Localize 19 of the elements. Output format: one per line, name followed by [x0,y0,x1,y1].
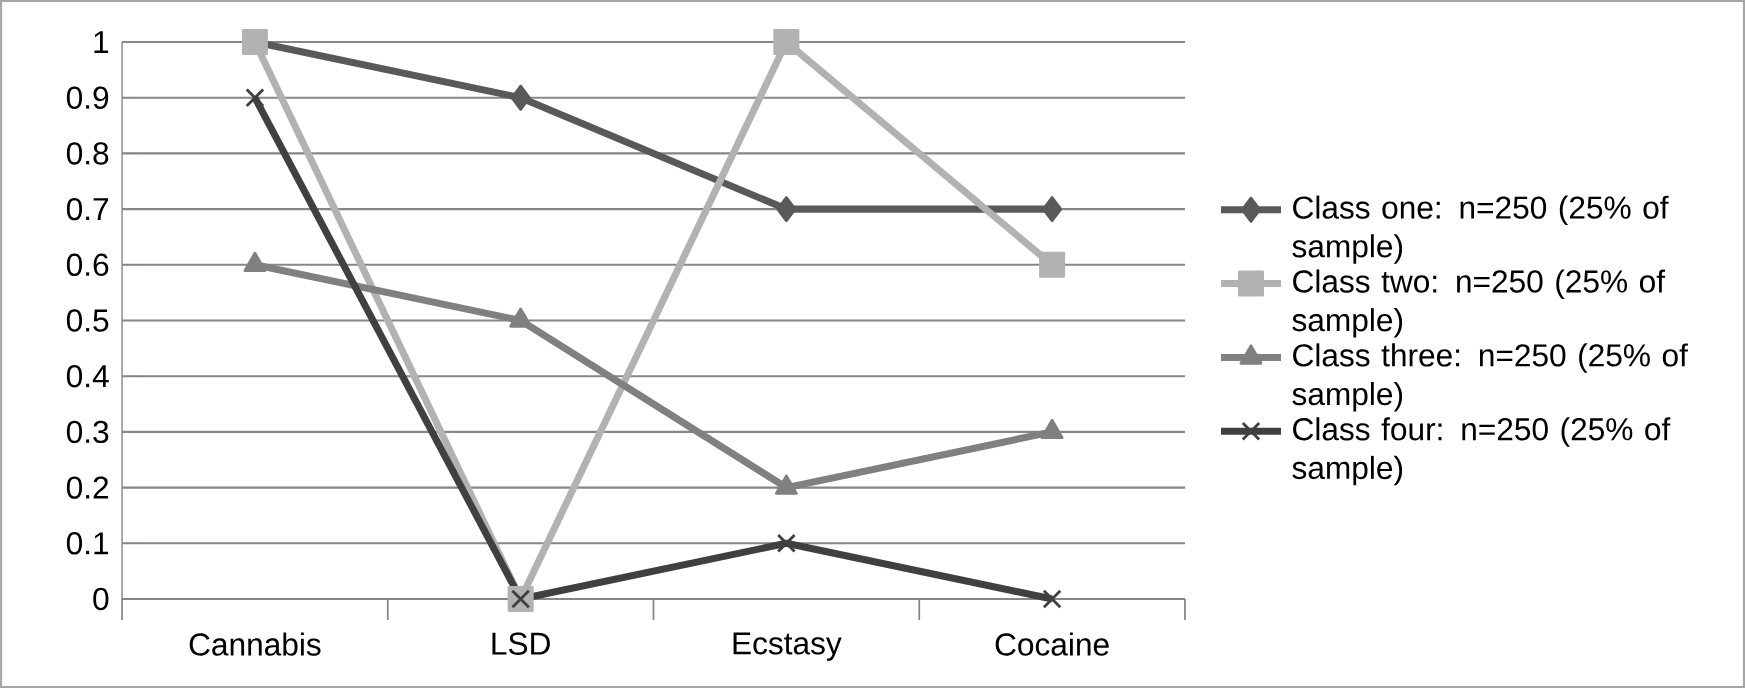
x-tick-label: Cannabis [189,632,321,656]
y-tick-label: 0.3 [66,420,109,444]
x-tick-label: Ecstasy [733,632,842,661]
x-tick-label: LSD [492,632,550,655]
y-tick-label: 0 [93,587,109,611]
legend-label: Class four: n=250 (25% of sample) [1292,417,1671,486]
y-tick-label: 1 [94,31,109,53]
x-tick-label: Cocaine [995,632,1109,656]
legend-label: Class three: n=250 (25% of sample) [1292,343,1688,412]
y-tick-label: 0.9 [66,86,109,109]
y-tick-label: 0.1 [66,532,109,555]
y-tick-label: 0.6 [66,253,109,277]
y-tick-label: 0.7 [66,197,109,221]
y-tick-label: 0.4 [66,364,109,388]
legend-label: Class one: n=250 (25% of sample) [1292,195,1669,264]
y-tick-label: 0.2 [66,476,109,499]
legend-label: Class two: n=250 (25% of sample) [1292,269,1666,338]
y-tick-label: 0.5 [66,309,109,332]
y-tick-label: 0.8 [66,142,109,165]
